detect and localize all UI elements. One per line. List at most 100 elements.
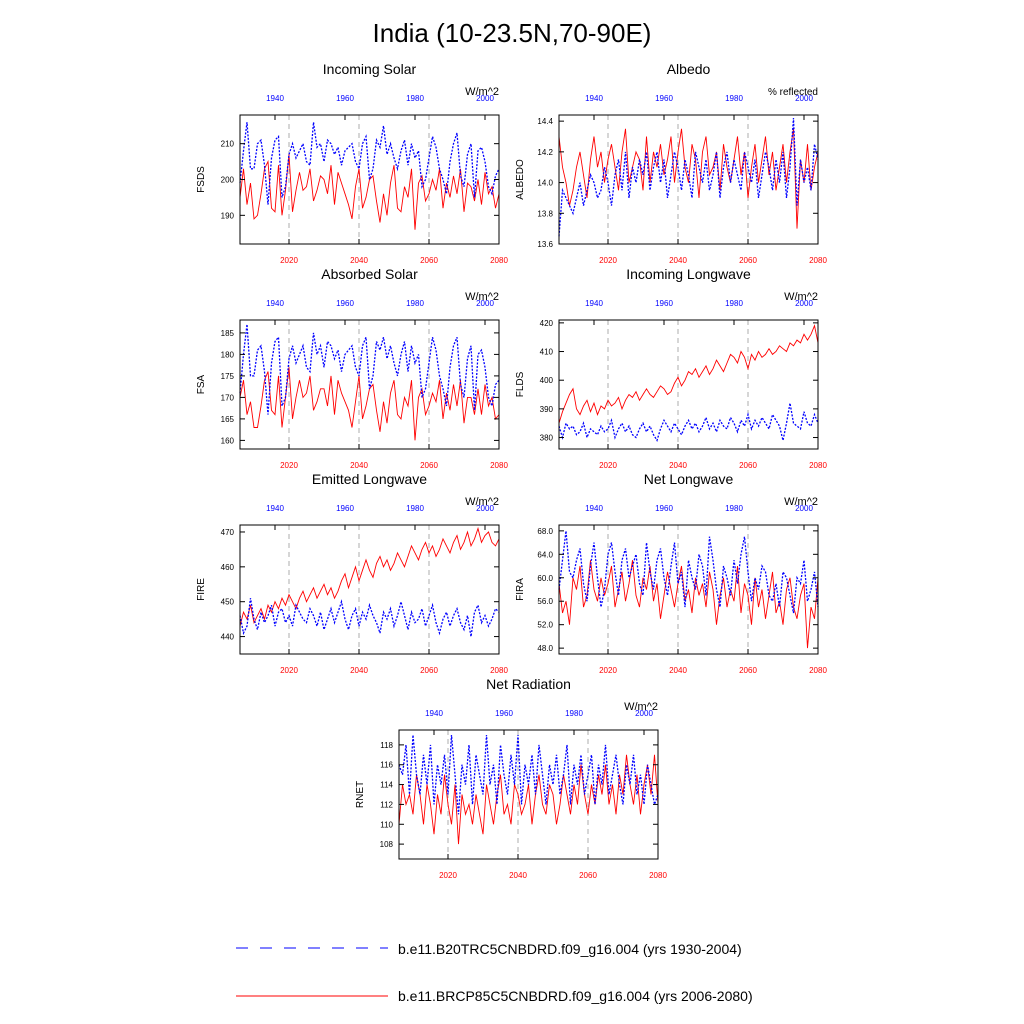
series-historical-line: [239, 324, 500, 415]
x-tick-label-bottom: 2020: [599, 666, 617, 675]
x-tick-label-top: 1960: [336, 299, 354, 308]
x-tick-label-top: 1960: [495, 709, 513, 718]
y-tick-label: 200: [221, 176, 235, 185]
panel-title: Net Radiation: [486, 676, 571, 692]
panel-title: Net Longwave: [644, 471, 734, 487]
x-tick-label-bottom: 2020: [439, 871, 457, 880]
y-tick-label: 210: [221, 140, 235, 149]
y-tick-label: 470: [221, 528, 235, 537]
y-tick-label: 110: [380, 820, 393, 829]
x-tick-label-top: 1960: [336, 504, 354, 513]
y-tick-label: 14.4: [537, 117, 553, 126]
y-tick-label: 116: [380, 761, 393, 770]
y-tick-label: 175: [221, 372, 235, 381]
panel-fire: Emitted Longwave W/m^2 FIRE 440 450 460 470 202…: [196, 471, 508, 675]
x-tick-label-top: 1960: [655, 504, 673, 513]
x-tick-label-bottom: 2060: [739, 461, 757, 470]
plot-frame: [239, 524, 500, 655]
panel-units: % reflected: [768, 87, 818, 98]
x-tick-label-top: 2000: [476, 299, 494, 308]
y-tick-label: 112: [380, 800, 393, 809]
x-tick-label-bottom: 2040: [350, 666, 368, 675]
x-tick-label-bottom: 2040: [509, 871, 527, 880]
x-tick-label-bottom: 2020: [599, 256, 617, 265]
x-tick-label-bottom: 2060: [579, 871, 597, 880]
y-tick-label: 56.0: [537, 597, 553, 606]
panel-units: W/m^2: [624, 701, 658, 713]
x-tick-label-top: 1980: [406, 299, 424, 308]
panel-title: Incoming Solar: [323, 61, 417, 77]
x-tick-label-bottom: 2080: [490, 256, 508, 265]
y-tick-label: 190: [221, 211, 235, 220]
x-tick-label-bottom: 2040: [669, 666, 687, 675]
x-tick-label-bottom: 2020: [280, 256, 298, 265]
page-title: India (10-23.5N,70-90E): [373, 18, 652, 48]
panel-title: Emitted Longwave: [312, 471, 427, 487]
y-tick-label: 14.0: [537, 179, 553, 188]
plot-frame: [558, 114, 819, 245]
x-tick-label-bottom: 2060: [420, 256, 438, 265]
series-historical-line: [398, 734, 659, 815]
x-tick-label-top: 1940: [266, 94, 284, 103]
y-tick-label: 108: [380, 840, 394, 849]
x-tick-label-bottom: 2020: [599, 461, 617, 470]
x-tick-label-bottom: 2040: [350, 461, 368, 470]
x-tick-label-top: 1960: [336, 94, 354, 103]
x-tick-label-top: 1960: [655, 299, 673, 308]
legend-label-historical: b.e11.B20TRC5CNBDRD.f09_g16.004 (yrs 193…: [398, 941, 742, 957]
series-rcp85-line: [239, 367, 500, 441]
plot-frame: [398, 729, 659, 860]
x-tick-label-top: 1980: [406, 94, 424, 103]
x-tick-label-top: 2000: [795, 504, 813, 513]
x-tick-label-top: 1940: [585, 94, 603, 103]
y-axis-label: FSDS: [196, 166, 207, 193]
x-tick-label-bottom: 2080: [809, 666, 827, 675]
y-tick-label: 52.0: [537, 621, 553, 630]
x-tick-label-bottom: 2060: [739, 256, 757, 265]
panel-title: Incoming Longwave: [626, 266, 751, 282]
y-tick-label: 410: [540, 348, 554, 357]
panel-units: W/m^2: [465, 291, 499, 303]
x-tick-label-bottom: 2060: [739, 666, 757, 675]
panel-units: W/m^2: [465, 496, 499, 508]
panel-units: W/m^2: [784, 496, 818, 508]
panel-units: W/m^2: [465, 86, 499, 98]
series-rcp85-line: [398, 754, 659, 845]
panel-fsa: Absorbed Solar W/m^2 FSA 160 165 170 175 180 185…: [196, 266, 508, 470]
y-tick-label: 185: [221, 329, 235, 338]
y-tick-label: 380: [540, 434, 554, 443]
legend-entry-rcp85: b.e11.BRCP85C5CNBDRD.f09_g16.004 (yrs 20…: [236, 988, 753, 1004]
x-tick-label-bottom: 2040: [669, 461, 687, 470]
x-tick-label-bottom: 2020: [280, 666, 298, 675]
y-tick-label: 13.8: [537, 209, 553, 218]
y-tick-label: 114: [380, 781, 393, 790]
plot-frame: [558, 524, 819, 655]
series-historical-line: [239, 122, 500, 205]
x-tick-label-bottom: 2040: [669, 256, 687, 265]
y-tick-label: 165: [221, 415, 235, 424]
y-axis-label: FSA: [196, 374, 207, 394]
y-tick-label: 60.0: [537, 574, 553, 583]
x-tick-label-top: 1980: [725, 299, 743, 308]
x-tick-label-bottom: 2080: [649, 871, 667, 880]
x-tick-label-bottom: 2080: [809, 461, 827, 470]
y-tick-label: 160: [221, 436, 235, 445]
y-axis-label: RNET: [355, 781, 366, 808]
series-historical-line: [558, 118, 819, 237]
plot-frame: [558, 319, 819, 450]
y-axis-label: FIRE: [196, 578, 207, 601]
y-tick-label: 48.0: [537, 644, 553, 653]
x-tick-label-top: 1980: [565, 709, 583, 718]
plot-frame: [239, 319, 500, 450]
y-tick-label: 450: [221, 598, 235, 607]
series-rcp85-line: [558, 128, 819, 229]
y-tick-label: 390: [540, 405, 554, 414]
series-historical-line: [239, 598, 500, 637]
x-tick-label-top: 1940: [425, 709, 443, 718]
x-tick-label-bottom: 2060: [420, 461, 438, 470]
x-tick-label-bottom: 2080: [490, 666, 508, 675]
y-axis-label: ALBEDO: [515, 159, 526, 200]
x-tick-label-top: 1940: [585, 299, 603, 308]
panel-fsds: Incoming Solar W/m^2 FSDS 190 200 210 2020 2040…: [196, 61, 508, 265]
